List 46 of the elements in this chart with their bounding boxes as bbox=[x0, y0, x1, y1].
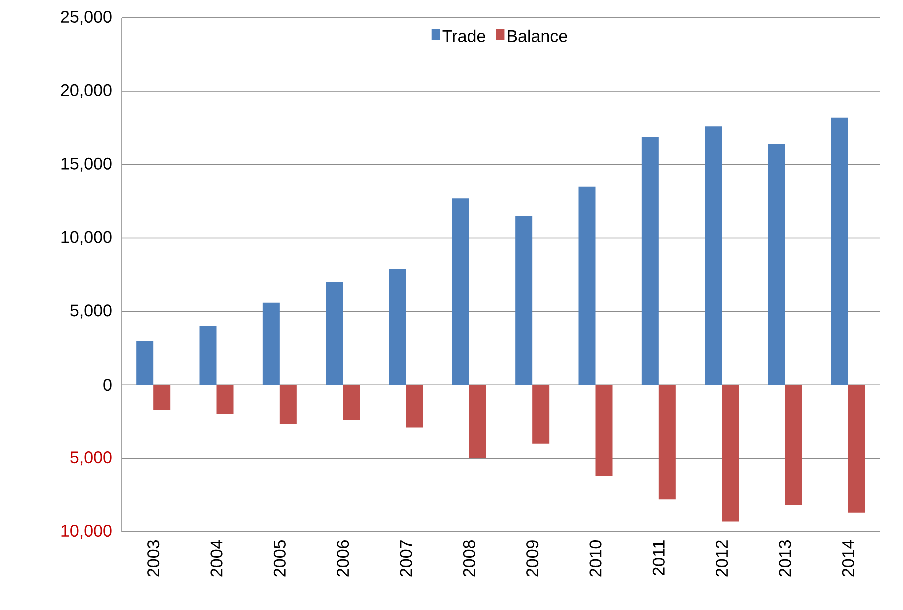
y-tick-label: 10,000 bbox=[62, 524, 112, 540]
bar bbox=[452, 198, 470, 386]
bar bbox=[785, 385, 802, 506]
bar bbox=[154, 385, 171, 410]
bar bbox=[136, 341, 154, 386]
x-tick-label: 2011 bbox=[652, 540, 665, 576]
x-tick-label: 2005 bbox=[274, 540, 286, 577]
bar bbox=[326, 282, 344, 386]
bar bbox=[658, 385, 676, 500]
bar bbox=[389, 269, 406, 386]
y-tick-label: 5,000 bbox=[70, 304, 112, 319]
x-tick-label: 2003 bbox=[148, 540, 160, 577]
x-tick-label: 2009 bbox=[526, 540, 539, 577]
bar bbox=[406, 385, 424, 428]
bar bbox=[705, 126, 722, 386]
bar bbox=[216, 385, 234, 415]
x-tick-label: 2004 bbox=[210, 540, 223, 577]
bar bbox=[262, 302, 280, 386]
bar bbox=[831, 118, 848, 386]
bar bbox=[768, 144, 786, 386]
bar bbox=[532, 385, 550, 444]
bar bbox=[722, 385, 740, 522]
x-tick-label: 2013 bbox=[779, 540, 792, 577]
x-tick-label: 2007 bbox=[400, 540, 412, 577]
x-tick-label: 2010 bbox=[590, 540, 602, 577]
legend-label: Trade bbox=[442, 30, 486, 42]
y-tick-label: 5,000 bbox=[70, 452, 112, 466]
y-tick-label: 20,000 bbox=[61, 84, 112, 98]
x-tick-label: 2006 bbox=[337, 540, 350, 577]
y-tick-label: 25,000 bbox=[61, 10, 112, 26]
y-tick-label: 15,000 bbox=[62, 158, 112, 172]
bar bbox=[343, 385, 360, 420]
x-tick-label: 2014 bbox=[842, 540, 854, 577]
bar bbox=[516, 216, 533, 386]
bar bbox=[848, 385, 866, 513]
bar bbox=[578, 186, 596, 386]
y-tick-label: 10,000 bbox=[62, 231, 112, 246]
bar bbox=[200, 326, 217, 386]
bar bbox=[280, 385, 297, 424]
legend-label: Balance bbox=[508, 30, 568, 42]
bar bbox=[596, 385, 613, 476]
x-tick-label: 2008 bbox=[463, 540, 476, 577]
bar bbox=[642, 136, 659, 386]
y-tick-label: 0 bbox=[104, 379, 112, 392]
x-tick-label: 2012 bbox=[716, 540, 728, 577]
bar bbox=[469, 385, 486, 459]
